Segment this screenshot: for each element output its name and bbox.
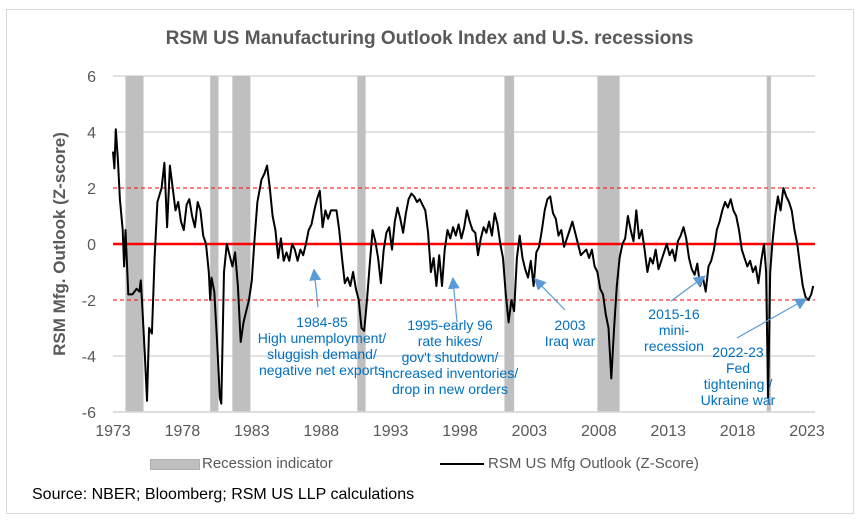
annotation-arrow [533,277,566,311]
annotation-arrow [309,268,322,308]
annotation-text: 2003 [554,317,585,333]
annotation-text: drop in new orders [392,381,508,397]
y-tick-label: 2 [87,181,96,198]
annotation-text: 1984-85 [296,314,348,330]
legend-swatch-line [440,463,484,466]
annotation-text: High unemployment/ [258,330,387,346]
x-tick-label: 2023 [789,423,825,440]
series-line [112,128,815,405]
legend-label-recession: Recession indicator [202,455,333,472]
annotation-text: 2022-23 [712,344,764,360]
legend-swatch-band [150,458,200,470]
annotation-arrow [447,276,460,323]
legend-item-series: RSM US Mfg Outlook (Z-Score) [440,455,699,472]
annotation-text: Fed [726,360,750,376]
annotation-text: 1995-early 96 [407,317,493,333]
x-tick-label: 2013 [650,423,686,440]
x-tick-label: 1973 [95,423,131,440]
annotation-arrow [736,298,808,339]
y-tick-label: -4 [82,349,96,366]
x-tick-label: 2008 [581,423,617,440]
x-tick-label: 2018 [720,423,756,440]
source-note: Source: NBER; Bloomberg; RSM US LLP calc… [32,486,415,503]
annotation-text: recession [644,338,704,354]
x-tick-label: 1988 [303,423,339,440]
annotation-text: mini- [659,322,690,338]
legend-item-recession: Recession indicator [150,455,333,472]
annotation-text: 2015-16 [648,306,700,322]
legend-label-series: RSM US Mfg Outlook (Z-Score) [488,455,699,472]
y-tick-label: 4 [87,125,96,142]
y-tick-label: -2 [82,293,96,310]
annotation-text: sluggish demand/ [267,346,377,362]
x-tick-label: 1978 [165,423,201,440]
y-tick-label: -6 [82,405,96,422]
x-tick-label: 2003 [512,423,548,440]
annotation-text: increased inventories/ [382,365,518,381]
x-tick-label: 1993 [373,423,409,440]
x-tick-label: 1998 [442,423,478,440]
annotation-text: tightening / [704,376,773,392]
annotation-text: rate hikes/ [418,333,483,349]
annotation-text: Ukraine war [701,392,776,408]
annotation-text: Iraq war [545,333,596,349]
annotation-text: negative net exports [259,362,385,378]
y-tick-label: 6 [87,69,96,86]
x-tick-label: 1983 [234,423,270,440]
annotation-text: gov't shutdown/ [402,349,499,365]
annotation-arrow [670,275,706,302]
chart-title: RSM US Manufacturing Outlook Index and U… [165,28,694,49]
y-tick-label: 0 [87,237,96,254]
